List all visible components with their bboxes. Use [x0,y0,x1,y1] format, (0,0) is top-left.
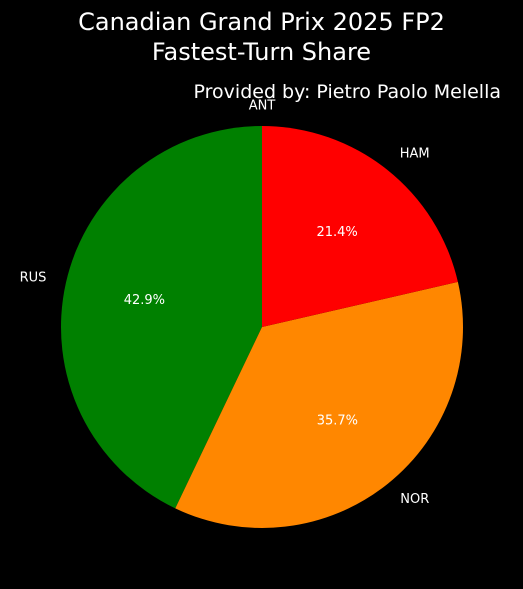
slice-percent-nor: 35.7% [317,414,358,429]
chart-subtitle: Provided by: Pietro Paolo Melella [193,81,501,103]
chart-title-line-1: Canadian Grand Prix 2025 FP2 [78,8,445,36]
slice-percent-rus: 42.9% [124,293,165,308]
slice-label-nor: NOR [400,492,429,507]
slice-label-rus: RUS [20,271,47,286]
slice-label-ant: ANT [249,98,276,113]
pie-slice-nor [175,281,463,528]
pie-slice-rus [60,126,262,509]
pie-slice-ham [262,126,458,327]
slice-percent-ham: 21.4% [316,225,357,240]
chart-title-line-2: Fastest-Turn Share [151,38,372,66]
slice-label-ham: HAM [400,147,430,162]
